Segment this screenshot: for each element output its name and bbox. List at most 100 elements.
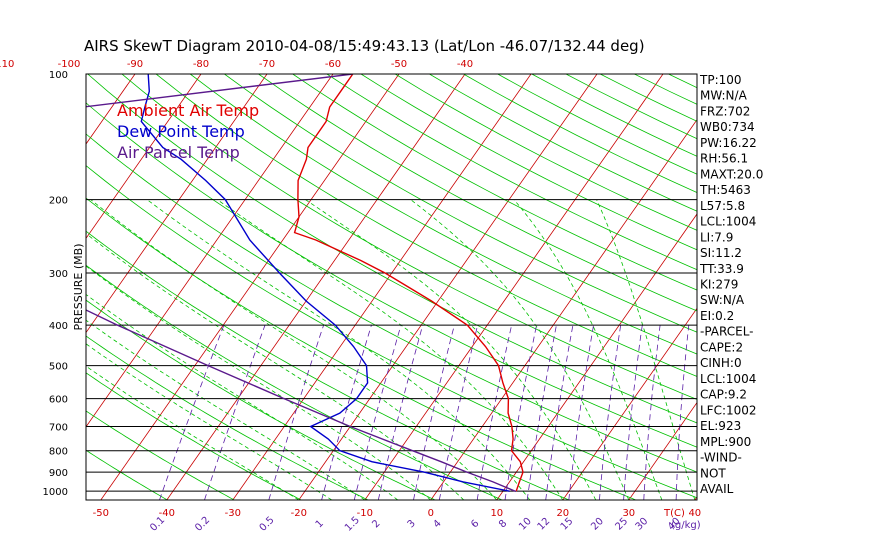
dry-adiabat-line [86, 264, 503, 500]
pressure-tick-label: 500 [49, 362, 68, 373]
index-label: CINH:0 [700, 356, 742, 370]
dry-adiabat-line [429, 74, 697, 212]
bottom-temperature-tick-label: -10 [357, 508, 373, 519]
mixing-ratio-line [599, 325, 622, 500]
index-label: EI:0.2 [700, 309, 734, 323]
mixing-ratio-line [643, 325, 661, 500]
isotherm-line [562, 307, 697, 500]
mixing-ratio-line [159, 325, 225, 500]
parcel-temp-line [86, 74, 517, 493]
index-label: NOT [700, 466, 726, 480]
mixing-ratio-line [476, 325, 512, 500]
top-temperature-tick-label: -100 [58, 59, 81, 70]
index-label: EL:923 [700, 419, 741, 433]
profile-lines [86, 74, 524, 493]
top-temperature-tick-label: -110 [0, 59, 14, 70]
isotherm-line [86, 74, 268, 334]
mixing-ratio-tick-label: 3 [406, 518, 418, 530]
moist-adiabat-line [86, 293, 399, 500]
index-label: TP:100 [699, 73, 742, 87]
ambient-temp-line [293, 74, 524, 492]
x-axis-unit-label: T(C) [663, 508, 685, 519]
index-label: SI:11.2 [700, 246, 742, 260]
isotherm-line [430, 119, 697, 500]
index-label: -PARCEL- [700, 325, 754, 339]
dry-adiabat-line [805, 74, 870, 500]
bottom-temperature-tick-label: -50 [93, 508, 109, 519]
pressure-tick-label: 100 [49, 70, 68, 81]
top-temperature-tick-label: -80 [193, 59, 209, 70]
bottom-temperature-tick-label: -40 [159, 508, 175, 519]
index-label: L57:5.8 [700, 199, 745, 213]
bottom-temperature-tick-label: 30 [622, 508, 635, 519]
dry-adiabat-line [839, 74, 870, 500]
chart-title: AIRS SkewT Diagram 2010-04-08/15:49:43.1… [84, 37, 645, 55]
mixing-ratio-line [504, 325, 537, 500]
moist-adiabat-line [410, 199, 630, 500]
index-label: CAP:9.2 [700, 388, 747, 402]
dry-adiabat-line [86, 410, 235, 500]
moist-adiabat-line [305, 199, 597, 500]
pressure-ticks: 100 200 300 400 500 600 700 800 900 1000 [43, 70, 68, 498]
mixing-ratio-tick-label: 4 [431, 518, 443, 530]
legend: Ambient Air Temp Dew Point Temp Air Parcel… [117, 101, 259, 162]
moist-adiabat-line [596, 199, 696, 500]
dry-adiabat-line [155, 74, 697, 377]
mixing-ratio-line [675, 325, 690, 500]
dry-adiabat-line [86, 299, 436, 500]
dry-adiabat-line [86, 335, 369, 500]
mixing-ratio-tick-label: 20 [589, 516, 606, 533]
mixing-ratio-line [321, 325, 372, 500]
dry-adiabat-line [771, 74, 870, 500]
pressure-tick-label: 200 [49, 196, 68, 207]
legend-entry: Ambient Air Temp [117, 101, 259, 120]
mixing-ratio-line [623, 325, 643, 500]
dry-adiabat-line [189, 74, 697, 355]
isotherm-line [86, 74, 334, 428]
mixing-ratio-line [438, 325, 478, 500]
isotherm-line [628, 401, 697, 500]
pressure-tick-label: 800 [49, 447, 68, 458]
mixing-ratio-tick-label: 10 [517, 516, 534, 533]
moist-adiabat-line [216, 199, 564, 500]
dry-adiabat-line [121, 74, 697, 400]
top-temperature-tick-label: -60 [325, 59, 341, 70]
bottom-temperature-tick-label: 10 [490, 508, 503, 519]
top-temperature-tick-label: -40 [457, 59, 473, 70]
index-label: LCL:1004 [700, 372, 756, 386]
bottom-temperature-ticks: -50 -40 -30 -20 -10 0 10 20 30 40 [93, 508, 702, 519]
dry-adiabat-line [668, 74, 697, 89]
index-label: LCL:1004 [700, 215, 756, 229]
dry-adiabat-line [326, 74, 697, 271]
bottom-temperature-tick-label: 20 [556, 508, 569, 519]
mixing-ratio-tick-label: 30 [634, 516, 651, 533]
mixing-ratio-line [545, 325, 574, 500]
mixing-ratio-unit-label: (g/kg) [671, 520, 701, 531]
moist-adiabat-line [86, 265, 432, 500]
top-temperature-tick-label: -50 [391, 59, 407, 70]
pressure-tick-label: 600 [49, 395, 68, 406]
dry-adiabat-line [360, 74, 697, 251]
moist-adiabat-line [86, 343, 333, 500]
bottom-temperature-tick-label: 40 [688, 508, 701, 519]
pressure-tick-label: 700 [49, 423, 68, 434]
top-temperature-tick-label: -70 [259, 59, 275, 70]
top-temperature-ticks: -120-110-100-90-80-70-60-50-40 [0, 59, 473, 70]
bottom-temperature-tick-label: -30 [225, 508, 241, 519]
dry-adiabat-line [86, 133, 697, 473]
dry-adiabat-line [394, 74, 697, 231]
mixing-ratio-tick-label: 8 [497, 518, 509, 530]
moist-adiabat-line [90, 199, 498, 500]
mixing-ratio-tick-label: 12 [536, 516, 553, 533]
dry-adiabat-line [86, 372, 302, 500]
index-label: TT:33.9 [699, 262, 744, 276]
dewpoint-temp-line [140, 74, 510, 492]
index-label: MW:N/A [700, 89, 748, 103]
index-label: WB0:734 [700, 120, 755, 134]
isotherm-line [298, 74, 598, 500]
dry-adiabat-line [86, 230, 570, 500]
pressure-tick-label: 900 [49, 468, 68, 479]
dry-adiabat-line [86, 165, 697, 499]
